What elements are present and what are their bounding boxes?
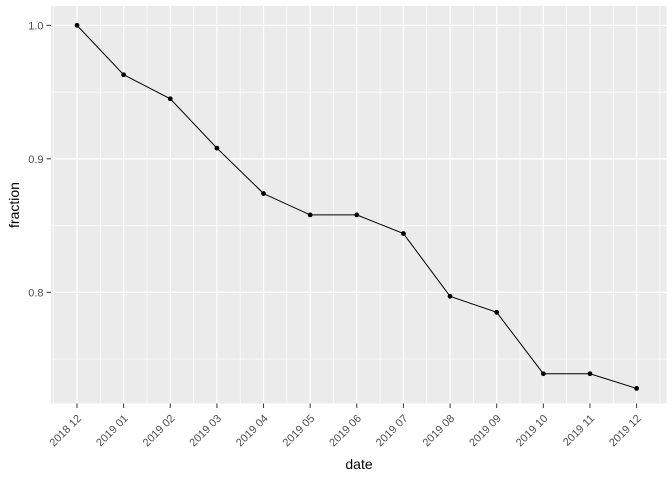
x-axis-title: date xyxy=(345,456,373,472)
x-tick-label: 2019 10 xyxy=(514,413,551,450)
x-tick-label: 2019 01 xyxy=(94,413,131,450)
x-tick-label: 2019 04 xyxy=(234,413,271,450)
data-point xyxy=(401,231,406,236)
x-tick-label: 2019 03 xyxy=(187,413,224,450)
x-tick-label: 2019 09 xyxy=(467,413,504,450)
y-tick-label: 0.9 xyxy=(28,154,43,166)
data-point xyxy=(540,371,546,377)
data-point xyxy=(167,96,173,102)
plot-panel xyxy=(51,6,667,404)
y-tick-label: 1.0 xyxy=(28,20,43,32)
x-tick-label: 2019 02 xyxy=(141,413,178,450)
data-point xyxy=(587,371,593,377)
x-tick-label: 2018 12 xyxy=(48,413,85,450)
data-point xyxy=(307,212,313,218)
x-tick-label: 2019 12 xyxy=(607,413,644,450)
y-tick-label: 0.8 xyxy=(28,287,43,299)
x-tick-label: 2019 08 xyxy=(421,413,458,450)
data-point xyxy=(121,72,127,78)
y-axis-title: fraction xyxy=(6,182,22,228)
x-tick-label: 2019 07 xyxy=(374,413,411,450)
x-tick-label: 2019 05 xyxy=(281,413,318,450)
data-point xyxy=(214,145,220,151)
data-point xyxy=(494,309,500,315)
data-point xyxy=(74,22,80,28)
x-tick-label: 2019 06 xyxy=(327,413,364,450)
data-point xyxy=(634,386,639,391)
data-point xyxy=(354,212,360,218)
data-point xyxy=(261,191,266,196)
data-point xyxy=(447,293,453,299)
x-tick-label: 2019 11 xyxy=(561,413,597,449)
